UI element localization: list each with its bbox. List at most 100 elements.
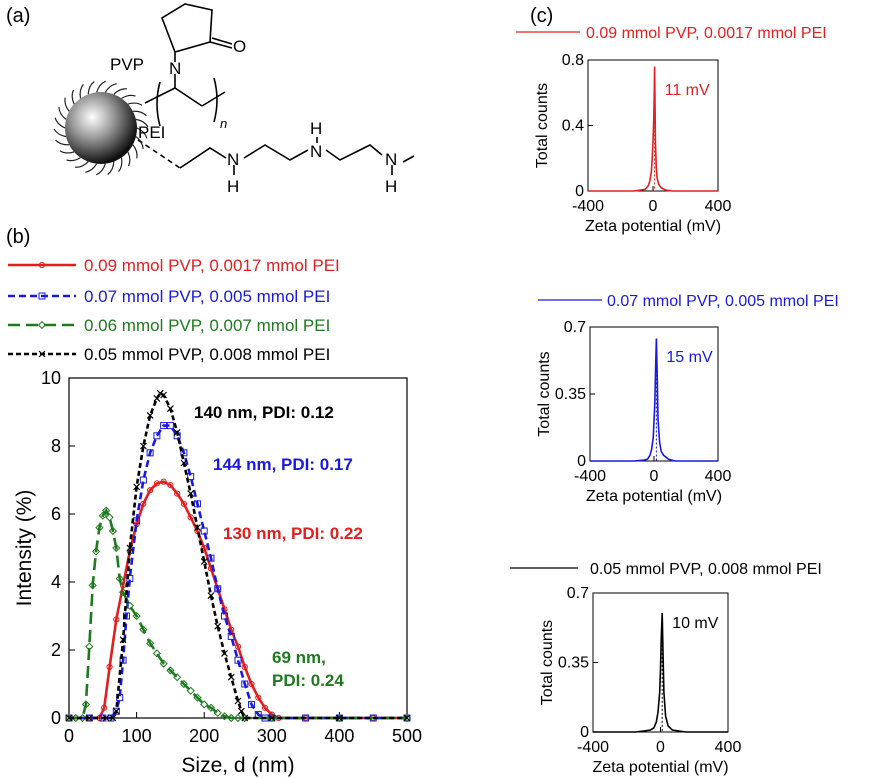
- ligand-hair: [132, 110, 147, 117]
- y-tick-label: 0.35: [555, 386, 586, 403]
- series-line: [69, 424, 407, 720]
- zeta-chart-1: 0.09 mmol PVP, 0.0017 mmol PEI-400 0 40000…: [516, 25, 827, 235]
- data-point: [167, 482, 174, 489]
- peak-label: 11 mV: [665, 82, 710, 99]
- data-point: [180, 459, 188, 467]
- peak-annotation: 140 nm, PDI: 0.12: [194, 403, 334, 422]
- ligand-hair: [59, 150, 75, 154]
- x-tick-label: 0: [656, 739, 665, 756]
- data-point: [112, 707, 120, 715]
- legend-label: 0.05 mmol PVP, 0.008 mmol PEI: [590, 561, 822, 578]
- data-point: [95, 523, 104, 532]
- data-point: [234, 697, 242, 705]
- data-point: [241, 714, 249, 722]
- data-point: [221, 649, 228, 657]
- data-point: [255, 694, 262, 701]
- data-point: [153, 480, 160, 487]
- data-point: [65, 714, 73, 722]
- y-tick-label: 0: [577, 453, 586, 470]
- data-point: [101, 704, 108, 711]
- ligand-hair: [71, 89, 75, 105]
- pei-label: PEI: [138, 123, 165, 142]
- x-tick-label: 0: [64, 726, 74, 746]
- data-point: [166, 405, 174, 413]
- data-point: [139, 476, 147, 484]
- carbonyl-bond: [209, 41, 233, 49]
- data-point: [186, 686, 195, 695]
- zeta-chart-3: 0.05 mmol PVP, 0.008 mmol PEI-400 0 40000.…: [510, 561, 822, 776]
- data-point: [38, 261, 46, 269]
- ligand-hair: [107, 161, 115, 175]
- peak-label: 10 mV: [672, 615, 719, 632]
- data-point: [248, 700, 256, 708]
- y-tick-label: 0: [575, 183, 584, 200]
- legend-label: 0.07 mmol PVP, 0.005 mmol PEI: [607, 293, 839, 310]
- data-point: [187, 473, 195, 481]
- data-point: [119, 656, 127, 664]
- data-point: [241, 663, 248, 671]
- y-tick-label: 0: [580, 724, 589, 741]
- data-point: [133, 483, 141, 491]
- x-axis-label: Zeta potential (mV): [592, 759, 728, 776]
- data-point: [200, 527, 208, 535]
- size-chart-legend: 0.09 mmol PVP, 0.0017 mmol PEI 0.07 mmol …: [8, 256, 340, 364]
- ligand-hair: [104, 83, 117, 93]
- data-point: [112, 543, 121, 553]
- y-axis-label: Total counts: [536, 351, 553, 436]
- data-point: [187, 514, 194, 521]
- data-point: [193, 693, 202, 702]
- legend-label: 0.09 mmol PVP, 0.0017 mmol PEI: [84, 256, 340, 275]
- data-point: [335, 714, 343, 722]
- data-point: [122, 612, 130, 620]
- data-point: [173, 673, 182, 682]
- y-tick-label: 0.35: [558, 655, 589, 672]
- data-point: [125, 601, 134, 610]
- data-point: [81, 700, 91, 709]
- zeta-line: [588, 66, 718, 192]
- amine-h-2: H: [310, 119, 322, 138]
- size-distribution-chart: 0 100 200 300 400 500 0 2 4 6 8 10 Size, d (nm) Inten…: [13, 368, 422, 777]
- data-point: [119, 636, 127, 644]
- x-tick-label: -400: [577, 739, 609, 756]
- data-point: [126, 544, 134, 552]
- peak-annotation: 69 nm,: [272, 648, 326, 667]
- data-point: [227, 713, 236, 723]
- y-tick-label: 0.7: [567, 585, 589, 602]
- amine-h-1: H: [227, 177, 239, 196]
- data-point: [220, 612, 228, 620]
- ligand-hair: [58, 107, 67, 120]
- y-tick-label: 2: [51, 640, 61, 660]
- data-point: [118, 588, 128, 597]
- x-tick-label: -400: [574, 468, 606, 485]
- data-point: [180, 449, 188, 457]
- data-point: [105, 513, 114, 522]
- carbonyl-oxygen: O: [233, 37, 246, 56]
- data-point: [227, 632, 235, 640]
- plot-frame: [589, 326, 719, 462]
- y-axis-label: Intensity (%): [13, 490, 36, 607]
- ligand-hair: [132, 144, 138, 159]
- data-point: [207, 592, 215, 600]
- data-point: [115, 574, 124, 583]
- ligand-hair: [96, 80, 106, 93]
- ligand-hair: [66, 157, 81, 162]
- peak-annotation: PDI: 0.24: [272, 671, 344, 690]
- data-point: [146, 411, 154, 419]
- data-point: [166, 422, 174, 430]
- data-point: [234, 656, 242, 664]
- repeat-bracket-left: [156, 81, 161, 127]
- data-point: [200, 558, 208, 566]
- ligand-hair: [127, 102, 143, 106]
- data-point: [187, 490, 195, 498]
- y-tick-label: 10: [41, 368, 61, 388]
- data-point: [146, 639, 155, 648]
- data-point: [147, 487, 154, 494]
- x-tick-label: 300: [257, 726, 287, 746]
- data-point: [37, 320, 47, 330]
- series-line: [69, 508, 407, 720]
- legend-label: 0.07 mmol PVP, 0.005 mmol PEI: [84, 287, 330, 306]
- ligand-hair: [87, 81, 95, 95]
- plot-frame: [68, 377, 408, 719]
- data-point: [146, 449, 154, 457]
